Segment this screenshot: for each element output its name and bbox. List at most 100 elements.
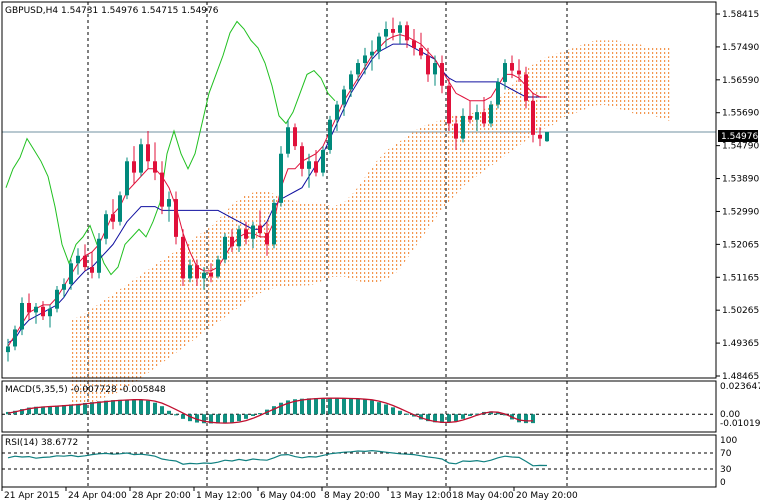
candle (251, 221, 255, 249)
time-tick-label: 18 May 04:00 (452, 491, 514, 501)
price-tick-label: 1.58415 (722, 10, 759, 20)
price-tick-label: 1.51165 (722, 273, 759, 283)
candle (237, 225, 241, 252)
candle (55, 285, 59, 313)
rsi-panel (2, 449, 716, 470)
macd-histogram-bar (104, 400, 108, 415)
candle (111, 199, 115, 230)
candle (475, 104, 479, 132)
candle-body (363, 55, 367, 64)
candle (76, 248, 80, 275)
candle-body (230, 236, 234, 247)
macd-histogram-bar (202, 414, 206, 424)
macd-histogram-bar (440, 414, 444, 423)
candle (153, 142, 157, 181)
candle-body (307, 161, 311, 169)
candle-body (496, 81, 500, 105)
time-tick-label: 8 May 20:00 (324, 491, 380, 501)
macd-histogram-bar (27, 407, 31, 415)
rsi-tick-label: 0 (720, 478, 726, 488)
candle-body (391, 29, 395, 33)
candle (314, 149, 318, 177)
candle (104, 210, 108, 245)
candle (447, 78, 451, 132)
macd-histogram-bar (370, 400, 374, 415)
candle (489, 100, 493, 128)
candle-body (258, 225, 262, 234)
cloud-area (70, 40, 672, 411)
candle (335, 100, 339, 132)
candle (13, 325, 17, 351)
macd-histogram-bar (188, 414, 192, 422)
candle (482, 97, 486, 128)
macd-histogram-bar (209, 414, 213, 424)
macd-histogram-bar (125, 399, 129, 415)
candle-body (349, 74, 353, 90)
macd-histogram-bar (517, 414, 521, 423)
candle (468, 100, 472, 124)
price-tick-label: 1.48465 (722, 372, 759, 382)
candle-body (510, 63, 514, 71)
candle (531, 93, 535, 143)
macd-histogram-bar (475, 413, 479, 415)
candle (41, 301, 45, 320)
axis-labels: 1.58415 1.57490 1.56590 1.55690 1.54790 1.538… (1, 10, 760, 501)
candle-body (125, 161, 129, 196)
candle (181, 229, 185, 286)
macd-histogram-bar (524, 414, 528, 424)
candle (517, 59, 521, 82)
candle (524, 66, 528, 109)
candle-body (342, 89, 346, 105)
candle-body (223, 236, 227, 260)
time-tick-label: 21 Apr 2015 (4, 491, 60, 501)
macd-histogram-bar (349, 398, 353, 415)
macd-histogram-bar (489, 411, 493, 415)
candle-body (503, 63, 507, 82)
time-tick-label: 24 Apr 04:00 (68, 491, 127, 501)
macd-histogram-bar (167, 410, 171, 415)
candle-body (293, 127, 297, 147)
candle (139, 138, 143, 177)
candle (6, 338, 10, 362)
candle-body (517, 70, 521, 75)
candle-body (202, 272, 206, 279)
candle-body (76, 255, 80, 264)
candle-body (419, 47, 423, 56)
candle (244, 221, 248, 245)
macd-histogram-bar (503, 414, 507, 416)
candle-body (97, 238, 101, 273)
candle (174, 191, 178, 245)
macd-histogram-bar (160, 406, 164, 415)
candle-body (433, 63, 437, 75)
candle (160, 161, 164, 215)
candle (307, 153, 311, 188)
candle (118, 191, 122, 226)
candle-body (377, 36, 381, 52)
macd-histogram-bar (62, 405, 66, 415)
candle-body (412, 40, 416, 48)
candle-body (195, 265, 199, 279)
candle-body (167, 199, 171, 207)
macd-histogram-bar (83, 402, 87, 415)
candle-body (6, 346, 10, 353)
macd-histogram-bar (139, 399, 143, 415)
macd-tick-label: 0.00 (720, 410, 740, 420)
macd-histogram-bar (41, 406, 45, 415)
macd-histogram-bar (433, 414, 437, 423)
macd-histogram-bar (419, 414, 423, 420)
price-tick-label: 1.55690 (722, 109, 759, 119)
candle (433, 55, 437, 86)
macd-histogram-bar (111, 400, 115, 415)
time-tick-label: 28 Apr 20:00 (132, 491, 191, 501)
candle-body (237, 229, 241, 247)
macd-histogram-bar (223, 414, 227, 424)
macd-histogram-bar (174, 414, 178, 416)
candle (342, 85, 346, 116)
macd-signal-line (7, 397, 533, 424)
candle-body (482, 112, 486, 124)
candle (405, 21, 409, 48)
candle-body (55, 289, 59, 309)
macd-histogram-bar (146, 400, 150, 415)
candle-body (405, 25, 409, 41)
